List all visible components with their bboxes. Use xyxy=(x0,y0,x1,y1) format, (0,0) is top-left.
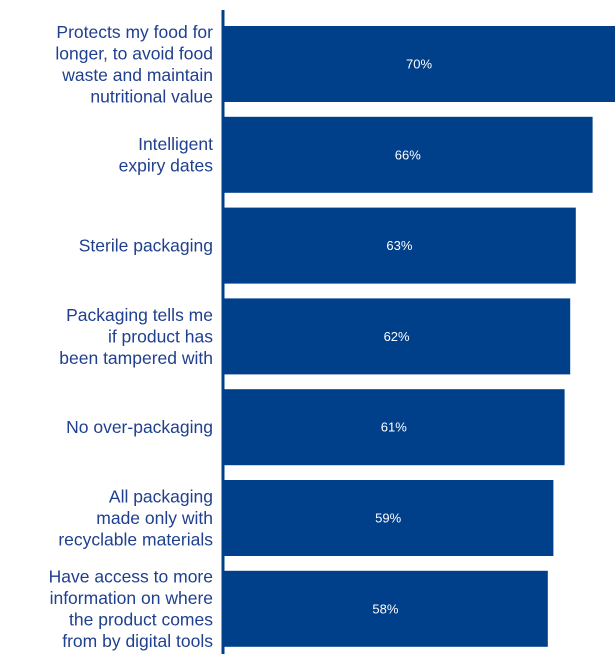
category-label-2: Sterile packaging xyxy=(79,236,213,256)
category-label-line: Intelligent xyxy=(138,134,213,154)
bar-6 xyxy=(223,570,548,647)
category-label-line: expiry dates xyxy=(119,156,214,176)
category-label-line: made only with xyxy=(96,508,213,528)
category-label-line: the product comes xyxy=(69,610,213,630)
category-label-line: nutritional value xyxy=(90,86,213,106)
value-label-3: 62% xyxy=(384,329,410,344)
value-label-1: 66% xyxy=(395,147,421,162)
bar-5 xyxy=(223,480,554,556)
category-label-line: Have access to more xyxy=(49,567,213,587)
category-label-line: from by digital tools xyxy=(62,631,213,651)
value-label-6: 58% xyxy=(372,601,398,616)
value-labels-group: 70% 66% 63% 62% 61% 59% 58% xyxy=(372,57,432,617)
category-label-line: Sterile packaging xyxy=(79,236,213,256)
category-label-6: Have access to more information on where t… xyxy=(49,567,214,652)
category-label-1: Intelligent expiry dates xyxy=(119,134,214,176)
category-label-line: Protects my food for xyxy=(56,22,213,42)
value-label-4: 61% xyxy=(381,420,407,435)
value-label-0: 70% xyxy=(406,57,432,72)
category-label-line: information on where xyxy=(50,588,213,608)
category-label-0: Protects my food for longer, to avoid foo… xyxy=(55,22,213,107)
bars-group xyxy=(223,26,615,647)
category-label-line: All packaging xyxy=(109,487,213,507)
category-labels-group: Protects my food for longer, to avoid foo… xyxy=(49,22,214,651)
category-label-line: recyclable materials xyxy=(58,530,213,550)
bar-1 xyxy=(223,116,593,193)
category-label-line: been tampered with xyxy=(59,348,213,368)
category-label-line: Packaging tells me xyxy=(66,305,213,325)
category-label-line: longer, to avoid food xyxy=(55,43,213,63)
bar-3 xyxy=(223,298,571,375)
bar-4 xyxy=(223,389,565,466)
bar-0 xyxy=(223,26,615,102)
value-label-5: 59% xyxy=(375,511,401,526)
category-label-line: waste and maintain xyxy=(61,65,213,85)
category-label-4: No over-packaging xyxy=(66,417,213,437)
category-label-line: if product has xyxy=(108,326,213,346)
bar-2 xyxy=(223,207,576,284)
category-label-5: All packaging made only with recyclable ma… xyxy=(58,487,213,550)
category-label-3: Packaging tells me if product has been tam… xyxy=(59,305,213,368)
value-label-2: 63% xyxy=(386,238,412,253)
category-label-line: No over-packaging xyxy=(66,417,213,437)
